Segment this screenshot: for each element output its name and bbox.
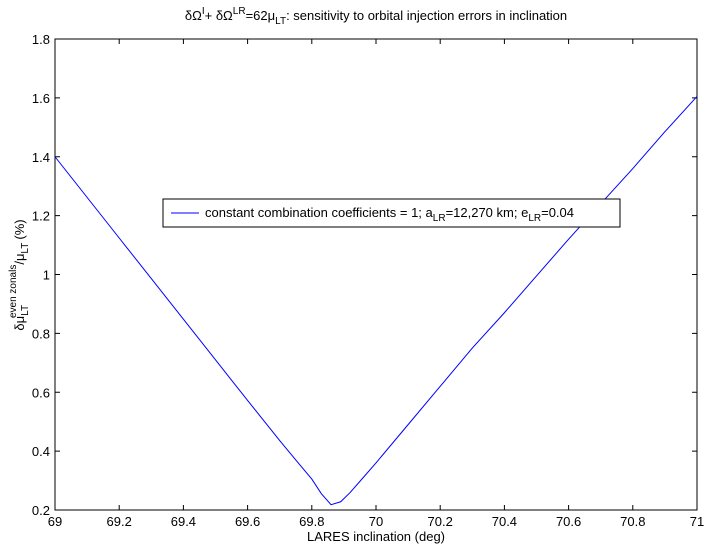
label-sub: LT bbox=[20, 243, 31, 254]
x-tick-label: 70.8 bbox=[620, 514, 645, 529]
x-tick-label: 70 bbox=[369, 514, 383, 529]
legend-part: constant combination coefficients = 1; a bbox=[205, 205, 434, 220]
legend-sub: LR bbox=[528, 213, 541, 224]
x-axis-label: LARES inclination (deg) bbox=[307, 529, 445, 544]
y-axis-label: δμLTeven zonals/μLT(%) bbox=[8, 219, 31, 330]
x-tick-label: 71 bbox=[690, 514, 704, 529]
plot-frame bbox=[54, 38, 698, 511]
y-tick-label: 0.6 bbox=[32, 385, 50, 400]
label-part: δμ bbox=[12, 316, 27, 331]
label-part: (%) bbox=[12, 219, 27, 239]
y-tick-label: 1.4 bbox=[32, 150, 50, 165]
x-tick-label: 70.4 bbox=[492, 514, 517, 529]
x-tick-label: 70.2 bbox=[428, 514, 453, 529]
label-part: /μ bbox=[12, 254, 27, 265]
data-line bbox=[54, 96, 698, 506]
y-tick-label: 1.6 bbox=[32, 91, 50, 106]
legend-box bbox=[162, 198, 621, 228]
title-sub: LT bbox=[275, 16, 286, 27]
title-sup: LR bbox=[233, 6, 246, 17]
legend-label: constant combination coefficients = 1; a… bbox=[205, 205, 574, 224]
label-sup: even zonals bbox=[8, 265, 19, 318]
y-tick-label: 1 bbox=[43, 268, 50, 283]
x-tick-label: 69.8 bbox=[299, 514, 324, 529]
legend-part: =0.04 bbox=[541, 205, 574, 220]
title-part: : sensitivity to orbital injection error… bbox=[286, 8, 567, 23]
x-tick-label: 69.2 bbox=[107, 514, 132, 529]
y-tick-label: 1.8 bbox=[32, 32, 50, 47]
title-part: + δΩ bbox=[205, 8, 233, 23]
legend-sub: LR bbox=[433, 213, 446, 224]
y-tick-label: 0.4 bbox=[32, 444, 50, 459]
chart-title: δΩI+ δΩLR=62μLT: sensitivity to orbital … bbox=[185, 6, 567, 27]
x-tick-label: 69 bbox=[48, 514, 62, 529]
title-part: =62μ bbox=[246, 8, 276, 23]
x-tick-label: 69.6 bbox=[235, 514, 260, 529]
legend-part: =12,270 km; e bbox=[446, 205, 529, 220]
x-tick-label: 70.6 bbox=[556, 514, 581, 529]
label-sub: LT bbox=[20, 305, 31, 316]
title-sup: I bbox=[202, 6, 205, 17]
y-tick-label: 0.2 bbox=[32, 503, 50, 518]
y-tick-label: 0.8 bbox=[32, 326, 50, 341]
y-tick-label: 1.2 bbox=[32, 209, 50, 224]
x-tick-label: 69.4 bbox=[171, 514, 196, 529]
title-part: δΩ bbox=[185, 8, 202, 23]
